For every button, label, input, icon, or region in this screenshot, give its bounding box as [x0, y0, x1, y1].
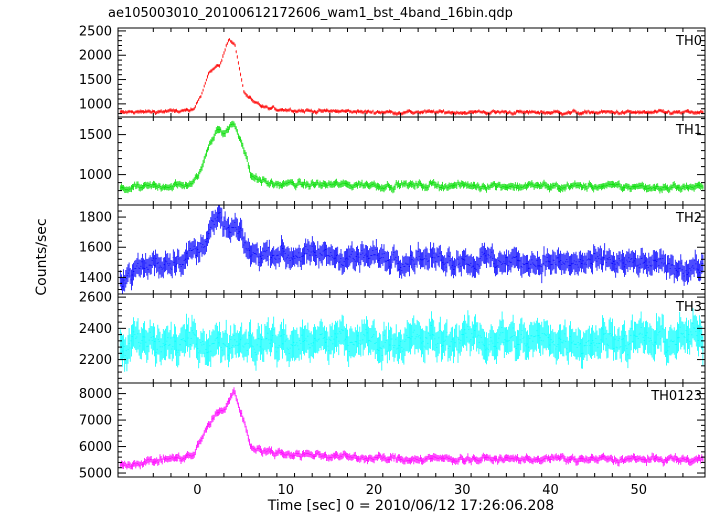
y-tick-label: 2500 [79, 24, 112, 39]
y-tick-label: 2600 [79, 291, 112, 306]
panel-label-th3: TH3 [675, 300, 702, 315]
y-axis-label: Counts/sec [34, 218, 50, 295]
panel-label-th0: TH0 [675, 34, 702, 49]
x-tick-label: 10 [277, 483, 294, 498]
panel-th0123: 5000 6000 7000 8000 TH0123 [79, 382, 706, 482]
y-tick-label: 1500 [79, 128, 112, 143]
y-tick-label: 8000 [79, 387, 112, 402]
x-tick-label: 50 [631, 483, 648, 498]
y-tick-label: 6000 [79, 440, 112, 455]
x-axis-label: Time [sec] 0 = 2010/06/12 17:26:06.208 [267, 498, 554, 514]
panel-frame [117, 382, 706, 478]
y-tick-label: 1600 [79, 241, 112, 256]
y-tick-label: 1000 [79, 97, 112, 112]
x-tick-label: 0 [193, 483, 201, 498]
y-tick-label: 7000 [79, 414, 112, 429]
x-tick-label: 30 [454, 483, 471, 498]
panel-label-th0123: TH0123 [650, 389, 702, 404]
x-tick-label: 40 [542, 483, 559, 498]
panels-group: 1000 1500 2000 2500 TH0 1000 1500 TH1 1400 1600 18… [79, 24, 706, 482]
panel-frame [117, 116, 706, 206]
y-tick-label: 1800 [79, 211, 112, 226]
panel-label-th1: TH1 [675, 123, 702, 138]
series-line-th0123 [119, 387, 704, 470]
panel-th2: 1400 1600 1800 TH2 [79, 204, 706, 295]
y-tick-label: 2000 [79, 49, 112, 64]
panel-th1: 1000 1500 TH1 [79, 116, 706, 206]
series-line-th3 [119, 308, 704, 372]
y-tick-label: 1400 [79, 271, 112, 286]
y-tick-label: 1000 [79, 168, 112, 183]
series-line-th1 [119, 120, 704, 194]
chart-title: ae105003010_20100612172606_wam1_bst_4ban… [108, 6, 513, 21]
y-tick-label: 2200 [79, 353, 112, 368]
panel-label-th2: TH2 [675, 211, 702, 226]
series-line-th2 [119, 205, 704, 294]
y-tick-label: 1500 [79, 73, 112, 88]
series-line-th0 [119, 38, 704, 117]
y-tick-label: 2400 [79, 322, 112, 337]
x-tick-labels: 0 10 20 30 40 50 [193, 483, 647, 498]
x-tick-label: 20 [366, 483, 383, 498]
panel-th3: 2200 2400 2600 TH3 [79, 291, 706, 384]
panel-frame [117, 27, 706, 118]
y-tick-label: 5000 [79, 467, 112, 482]
panel-th0: 1000 1500 2000 2500 TH0 [79, 24, 706, 118]
